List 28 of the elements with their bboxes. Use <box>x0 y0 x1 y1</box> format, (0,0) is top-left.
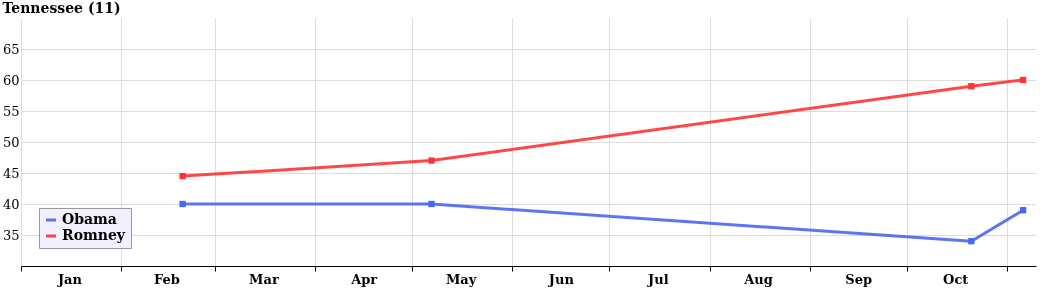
x-tick-label: Sep <box>845 271 873 287</box>
x-tick-label: Jun <box>547 271 575 287</box>
x-tick-label: Aug <box>743 271 773 287</box>
x-tick-label: Oct <box>943 271 969 287</box>
x-tick-label: Feb <box>154 271 180 287</box>
x-tick-label: May <box>445 271 477 287</box>
legend-label: Romney <box>62 227 126 243</box>
y-tick-label: 35 <box>2 227 20 243</box>
point <box>179 200 186 208</box>
y-tick-label: 55 <box>2 103 20 119</box>
point <box>428 157 435 164</box>
point <box>428 200 435 208</box>
y-tick-label: 50 <box>2 134 20 150</box>
point <box>968 83 975 90</box>
point <box>1019 207 1027 214</box>
y-tick-label: 65 <box>2 41 20 57</box>
x-tick-label: Apr <box>350 271 378 287</box>
chart-title: Tennessee (11) <box>2 0 121 16</box>
y-tick-label: 40 <box>2 196 20 212</box>
point <box>968 238 975 245</box>
x-tick-label: Jan <box>56 271 83 287</box>
point <box>1019 76 1027 84</box>
y-tick-label: 45 <box>2 165 20 181</box>
legend-label: Obama <box>62 211 117 227</box>
x-tick-label: Mar <box>249 271 279 287</box>
x-tick-label: Jul <box>647 271 669 287</box>
y-tick-label: 60 <box>2 72 20 88</box>
point <box>179 172 186 180</box>
